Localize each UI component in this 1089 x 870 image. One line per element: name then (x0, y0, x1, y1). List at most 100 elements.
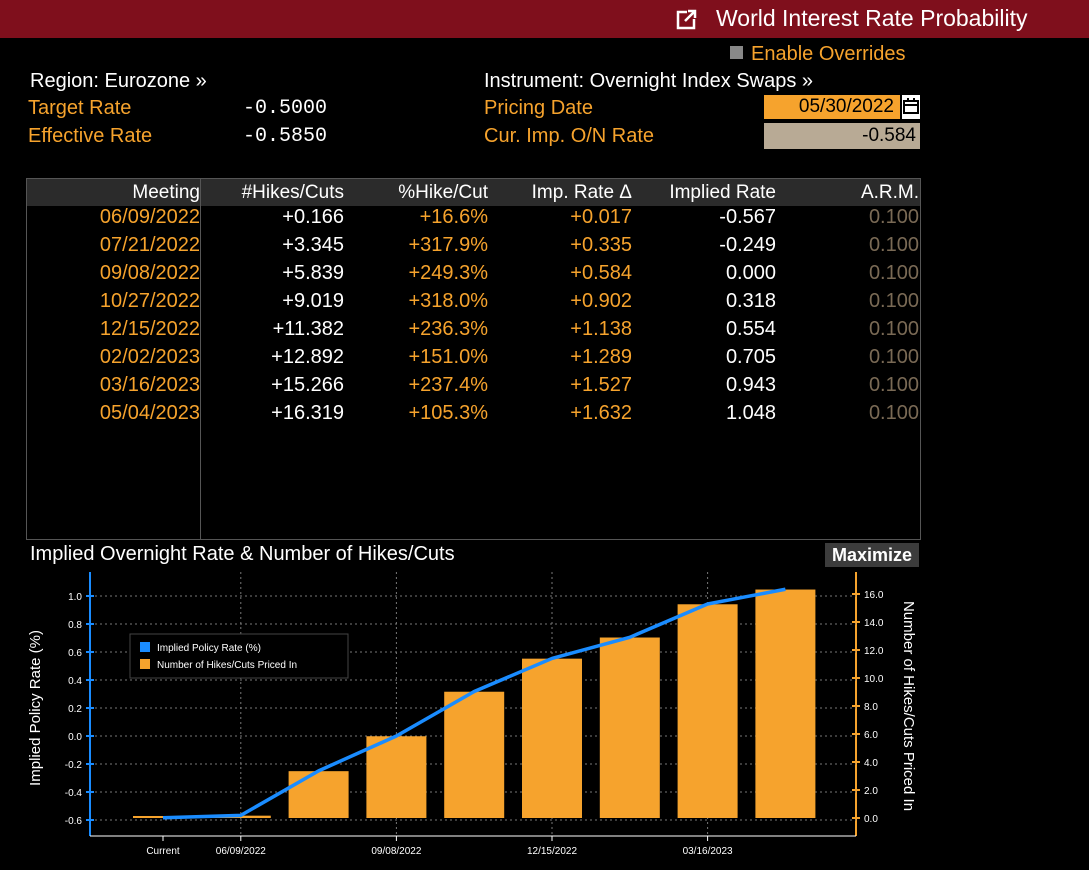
cell-imp-rate-delta: +0.335 (570, 234, 632, 256)
bar-hikes-cuts (444, 691, 505, 818)
x-tick-label: 09/08/2022 (371, 846, 421, 857)
y-tick-label: -0.2 (65, 760, 83, 771)
cell-meeting-date[interactable]: 09/08/2022 (99, 262, 200, 284)
effective-rate-label: Effective Rate (28, 125, 153, 147)
calendar-icon[interactable] (902, 95, 920, 119)
cell-meeting-date[interactable]: 12/15/2022 (99, 318, 200, 340)
cell-meeting-date[interactable]: 02/02/2023 (99, 346, 200, 368)
cell-pct-hike-cut: +237.4% (408, 374, 488, 396)
col-header-imp-rate-delta[interactable]: Imp. Rate Δ (531, 182, 632, 203)
y-tick-label: -0.4 (65, 788, 83, 799)
cell-implied-rate: 1.048 (725, 402, 776, 424)
cell-pct-hike-cut: +105.3% (408, 402, 488, 424)
bar-hikes-cuts (288, 771, 349, 818)
cell-imp-rate-delta: +0.017 (570, 206, 632, 228)
cell-hikes-cuts: +11.382 (272, 318, 344, 340)
pricing-date-label: Pricing Date (484, 97, 593, 119)
cell-meeting-date[interactable]: 07/21/2022 (99, 234, 200, 256)
cell-imp-rate-delta: +1.289 (570, 346, 632, 368)
cell-meeting-date[interactable]: 10/27/2022 (99, 290, 200, 312)
y2-tick-label: 16.0 (864, 590, 884, 601)
cell-hikes-cuts: +16.319 (271, 402, 344, 424)
cell-arm: 0.100 (868, 402, 919, 424)
cell-arm: 0.100 (868, 290, 919, 312)
y2-tick-label: 12.0 (864, 646, 884, 657)
cell-arm: 0.100 (868, 234, 919, 256)
meetings-table: Meeting #Hikes/Cuts %Hike/Cut Imp. Rate … (26, 178, 921, 540)
cell-meeting-date[interactable]: 03/16/2023 (99, 374, 200, 396)
pricing-date-input[interactable]: 05/30/2022 (764, 95, 900, 119)
chart-title: Implied Overnight Rate & Number of Hikes… (30, 543, 455, 565)
col-header-hikes-cuts[interactable]: #Hikes/Cuts (241, 182, 344, 203)
region-selector[interactable]: Region: Eurozone » (30, 70, 207, 92)
cur-rate-value: -0.584 (764, 123, 920, 149)
col-header-pct-hike-cut[interactable]: %Hike/Cut (398, 182, 488, 203)
enable-overrides-toggle[interactable]: Enable Overrides (730, 43, 906, 66)
cell-hikes-cuts: +0.166 (282, 206, 344, 228)
x-tick-label: 12/15/2022 (527, 846, 577, 857)
y-tick-label: 0.6 (68, 648, 82, 659)
cell-arm: 0.100 (868, 346, 919, 368)
column-divider (200, 179, 201, 539)
y2-tick-label: 14.0 (864, 618, 884, 629)
cell-hikes-cuts: +15.266 (271, 374, 344, 396)
y2-tick-label: 8.0 (864, 702, 878, 713)
title-bar: World Interest Rate Probability (0, 0, 1089, 38)
cell-imp-rate-delta: +1.527 (570, 374, 632, 396)
cell-imp-rate-delta: +1.138 (570, 318, 632, 340)
y-tick-label: -0.6 (65, 816, 83, 827)
legend-label-line: Implied Policy Rate (%) (157, 643, 261, 654)
cell-arm: 0.100 (868, 318, 919, 340)
cell-pct-hike-cut: +318.0% (408, 290, 488, 312)
cell-hikes-cuts: +3.345 (282, 234, 344, 256)
bar-hikes-cuts (755, 589, 816, 818)
cell-meeting-date[interactable]: 06/09/2022 (99, 206, 200, 228)
legend-box (129, 633, 349, 679)
legend-label-bar: Number of Hikes/Cuts Priced In (157, 660, 297, 671)
window-title: World Interest Rate Probability (716, 5, 1028, 31)
y2-tick-label: 2.0 (864, 786, 878, 797)
series-line-implied-rate (162, 587, 786, 820)
cell-arm: 0.100 (868, 262, 919, 284)
y-tick-label: 0.4 (68, 676, 82, 687)
cell-hikes-cuts: +12.892 (271, 346, 344, 368)
cell-implied-rate: -0.567 (719, 206, 776, 228)
y2-tick-label: 4.0 (864, 758, 878, 769)
cell-pct-hike-cut: +249.3% (408, 262, 488, 284)
y2-tick-label: 10.0 (864, 674, 884, 685)
x-tick-label: Current (146, 846, 180, 857)
bar-hikes-cuts (522, 658, 582, 818)
external-link-icon[interactable] (676, 8, 698, 30)
cell-meeting-date[interactable]: 05/04/2023 (99, 402, 200, 424)
y-tick-label: 1.0 (68, 592, 82, 603)
rate-chart: 1.0 0.8 0.6 0.4 0.2 0.0 -0.2 -0.4 -0.6 16.0 14.0 12… (27, 572, 917, 857)
table-header: Meeting #Hikes/Cuts %Hike/Cut Imp. Rate … (27, 179, 920, 206)
effective-rate-value: -0.5850 (243, 125, 328, 148)
cell-implied-rate: 0.554 (725, 318, 776, 340)
col-header-implied-rate[interactable]: Implied Rate (669, 182, 776, 203)
cell-hikes-cuts: +5.839 (282, 262, 344, 284)
col-header-arm[interactable]: A.R.M. (860, 182, 919, 203)
instrument-selector[interactable]: Instrument: Overnight Index Swaps » (484, 70, 814, 92)
target-rate-label: Target Rate (28, 97, 132, 119)
cell-implied-rate: 0.000 (725, 262, 776, 284)
col-header-meeting[interactable]: Meeting (132, 182, 200, 203)
cell-imp-rate-delta: +0.902 (570, 290, 632, 312)
x-tick-label: 06/09/2022 (216, 846, 266, 857)
y-tick-label: 0.2 (68, 704, 82, 715)
cell-implied-rate: -0.249 (719, 234, 776, 256)
y-axis-title: Implied Policy Rate (%) (27, 630, 44, 786)
checkbox-icon[interactable] (730, 46, 743, 59)
cell-pct-hike-cut: +317.9% (408, 234, 488, 256)
legend-swatch-bar (140, 659, 150, 669)
bar-hikes-cuts (677, 604, 738, 818)
y-tick-label: 0.8 (68, 620, 82, 631)
target-rate-value: -0.5000 (243, 97, 328, 120)
maximize-button[interactable]: Maximize (825, 543, 919, 567)
cell-implied-rate: 0.318 (725, 290, 776, 312)
legend-swatch-line (140, 642, 150, 652)
y2-tick-label: 6.0 (864, 730, 878, 741)
cell-pct-hike-cut: +236.3% (408, 318, 488, 340)
bar-hikes-cuts (366, 736, 427, 818)
y2-axis-title: Number of Hikes/Cuts Priced In (900, 601, 917, 811)
